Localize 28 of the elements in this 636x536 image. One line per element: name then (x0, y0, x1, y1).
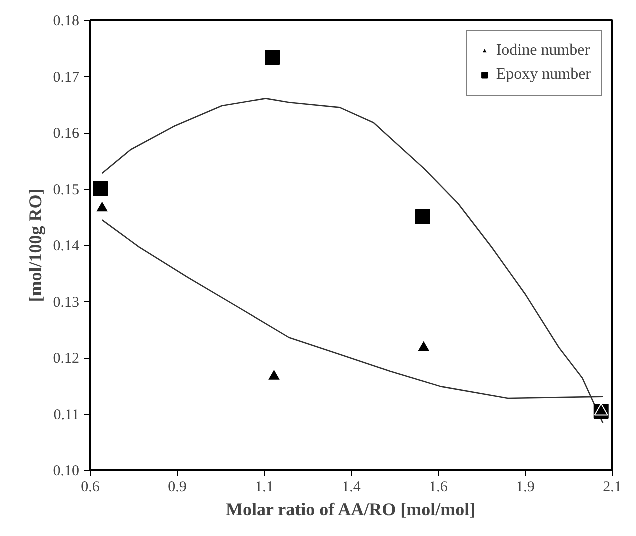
y-tick-label: 0.11 (54, 407, 80, 424)
x-axis-title: Molar ratio of AA/RO [mol/mol] (226, 500, 476, 520)
x-tick-label: 1.4 (342, 480, 362, 496)
x-tick-label: 1.1 (255, 480, 274, 496)
y-tick-label: 0.12 (53, 351, 80, 367)
point (93, 181, 108, 196)
y-tick-label: 0.15 (53, 182, 80, 198)
y-tick-label: 0.17 (53, 70, 80, 86)
point (265, 50, 280, 66)
y-tick-label: 0.14 (53, 238, 80, 254)
point (594, 403, 608, 416)
point (267, 368, 282, 381)
y-tick-label: 0.10 (53, 464, 80, 480)
y-tick-label: 0.16 (53, 126, 80, 142)
x-tick-label: 0.9 (168, 480, 187, 496)
x-tick-label: 2.1 (603, 480, 622, 496)
x-tick-label: 1.9 (516, 480, 535, 496)
y-tick-label: 0.13 (53, 294, 80, 311)
y-axis-title: [mol/100g RO] (25, 188, 46, 302)
line-series (102, 98, 604, 424)
point (416, 340, 431, 352)
legend-label: Epoxy number (496, 66, 591, 84)
point (95, 200, 110, 213)
legend-label: Iodine number (496, 42, 590, 60)
y-tick-label: 0.18 (53, 14, 80, 30)
x-tick-label: 1.6 (429, 480, 448, 496)
x-tick-label: 0.6 (81, 480, 100, 496)
point (415, 209, 430, 224)
